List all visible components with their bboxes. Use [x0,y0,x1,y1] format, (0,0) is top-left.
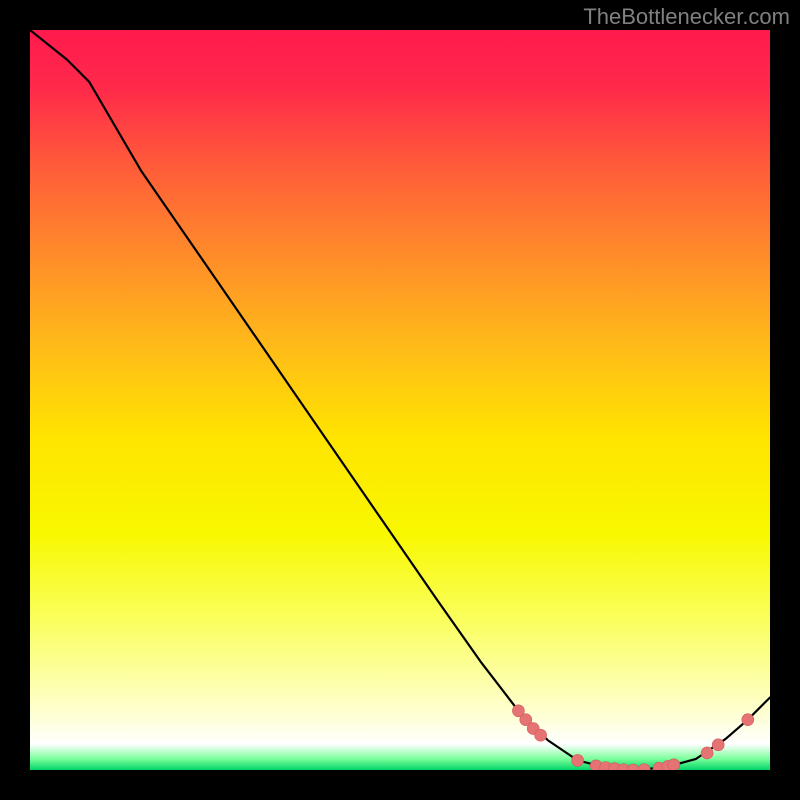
watermark-text: TheBottlenecker.com [583,4,790,30]
chart-background [30,30,770,770]
chart-svg [30,30,770,770]
data-marker [668,759,680,770]
data-marker [742,714,754,726]
data-marker [572,754,584,766]
data-marker [712,739,724,751]
bottleneck-chart [30,30,770,770]
data-marker [701,747,713,759]
data-marker [535,729,547,741]
